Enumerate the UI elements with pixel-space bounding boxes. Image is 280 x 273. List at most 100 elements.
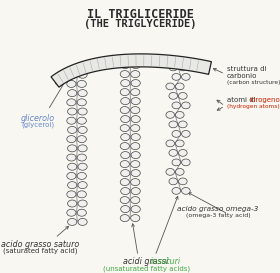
Text: carbonio: carbonio <box>227 73 257 79</box>
Ellipse shape <box>78 126 87 133</box>
Ellipse shape <box>131 170 140 177</box>
Ellipse shape <box>78 163 87 170</box>
Ellipse shape <box>176 111 184 118</box>
Ellipse shape <box>67 163 77 170</box>
Ellipse shape <box>130 179 140 186</box>
Ellipse shape <box>121 62 130 69</box>
Ellipse shape <box>121 80 130 87</box>
Ellipse shape <box>130 215 140 222</box>
Ellipse shape <box>181 159 190 166</box>
Text: acido grasso omega-3: acido grasso omega-3 <box>177 206 259 212</box>
Ellipse shape <box>166 83 174 90</box>
Ellipse shape <box>77 117 87 124</box>
Ellipse shape <box>179 150 187 156</box>
Ellipse shape <box>78 108 87 115</box>
Ellipse shape <box>120 197 129 204</box>
Ellipse shape <box>131 62 140 69</box>
Ellipse shape <box>172 73 181 80</box>
Ellipse shape <box>169 93 178 99</box>
Ellipse shape <box>172 130 181 137</box>
Ellipse shape <box>181 73 190 80</box>
Ellipse shape <box>176 83 184 90</box>
Text: atomi di: atomi di <box>227 97 258 103</box>
Ellipse shape <box>78 200 87 207</box>
Ellipse shape <box>77 209 87 216</box>
Ellipse shape <box>77 136 87 143</box>
Ellipse shape <box>121 152 130 159</box>
Ellipse shape <box>120 143 129 150</box>
Ellipse shape <box>131 188 140 195</box>
Ellipse shape <box>172 102 181 109</box>
Ellipse shape <box>67 182 77 189</box>
Text: acidi grassi: acidi grassi <box>123 257 171 266</box>
Text: (saturated fatty acid): (saturated fatty acid) <box>3 248 77 254</box>
Ellipse shape <box>130 197 140 204</box>
Ellipse shape <box>67 71 77 78</box>
Ellipse shape <box>120 161 129 168</box>
Ellipse shape <box>176 168 184 175</box>
Text: (THE TRIGLYCERIDE): (THE TRIGLYCERIDE) <box>84 19 196 29</box>
Ellipse shape <box>77 173 87 179</box>
Ellipse shape <box>67 108 77 115</box>
Ellipse shape <box>176 140 184 147</box>
Ellipse shape <box>121 97 130 105</box>
Ellipse shape <box>78 145 87 152</box>
Ellipse shape <box>67 136 76 143</box>
Text: (hydrogen atoms): (hydrogen atoms) <box>227 104 280 109</box>
Ellipse shape <box>121 115 130 123</box>
Ellipse shape <box>67 145 77 152</box>
Ellipse shape <box>169 150 178 156</box>
Ellipse shape <box>120 179 129 186</box>
Text: (carbon structure): (carbon structure) <box>227 80 280 85</box>
Text: glicerolo: glicerolo <box>21 114 55 123</box>
Ellipse shape <box>77 81 87 87</box>
Ellipse shape <box>120 124 129 132</box>
Text: insaturi: insaturi <box>151 257 181 266</box>
Ellipse shape <box>130 89 140 96</box>
Ellipse shape <box>131 97 140 105</box>
Ellipse shape <box>77 191 87 198</box>
Ellipse shape <box>121 188 130 195</box>
Text: IL TRIGLICERIDE: IL TRIGLICERIDE <box>87 8 193 21</box>
Ellipse shape <box>130 143 140 150</box>
Ellipse shape <box>169 121 178 128</box>
Ellipse shape <box>78 71 87 78</box>
Text: (unsaturated fatty acids): (unsaturated fatty acids) <box>103 265 191 272</box>
Ellipse shape <box>67 90 77 97</box>
Ellipse shape <box>169 64 178 71</box>
Ellipse shape <box>78 182 87 189</box>
Ellipse shape <box>172 188 181 194</box>
Ellipse shape <box>166 140 174 147</box>
Ellipse shape <box>78 218 87 225</box>
Ellipse shape <box>131 133 140 141</box>
Polygon shape <box>51 54 211 87</box>
Ellipse shape <box>181 102 190 109</box>
Ellipse shape <box>120 106 129 114</box>
Ellipse shape <box>131 206 140 213</box>
Ellipse shape <box>77 99 87 106</box>
Text: struttura di: struttura di <box>227 66 267 72</box>
Ellipse shape <box>120 71 129 78</box>
Ellipse shape <box>121 133 130 141</box>
Ellipse shape <box>67 191 76 198</box>
Ellipse shape <box>179 178 187 185</box>
Ellipse shape <box>78 90 87 97</box>
Ellipse shape <box>181 188 190 194</box>
Ellipse shape <box>181 130 190 137</box>
Ellipse shape <box>121 170 130 177</box>
Ellipse shape <box>67 218 77 225</box>
Ellipse shape <box>131 152 140 159</box>
Ellipse shape <box>67 154 76 161</box>
Text: (omega-3 fatty acid): (omega-3 fatty acid) <box>186 213 250 218</box>
Ellipse shape <box>172 159 181 166</box>
Ellipse shape <box>131 80 140 87</box>
Ellipse shape <box>179 93 187 99</box>
Text: (glycerol): (glycerol) <box>22 122 55 129</box>
Ellipse shape <box>166 168 174 175</box>
Ellipse shape <box>130 106 140 114</box>
Ellipse shape <box>121 206 130 213</box>
Ellipse shape <box>179 64 187 71</box>
Ellipse shape <box>67 117 76 124</box>
Ellipse shape <box>67 126 77 133</box>
Ellipse shape <box>120 215 129 222</box>
